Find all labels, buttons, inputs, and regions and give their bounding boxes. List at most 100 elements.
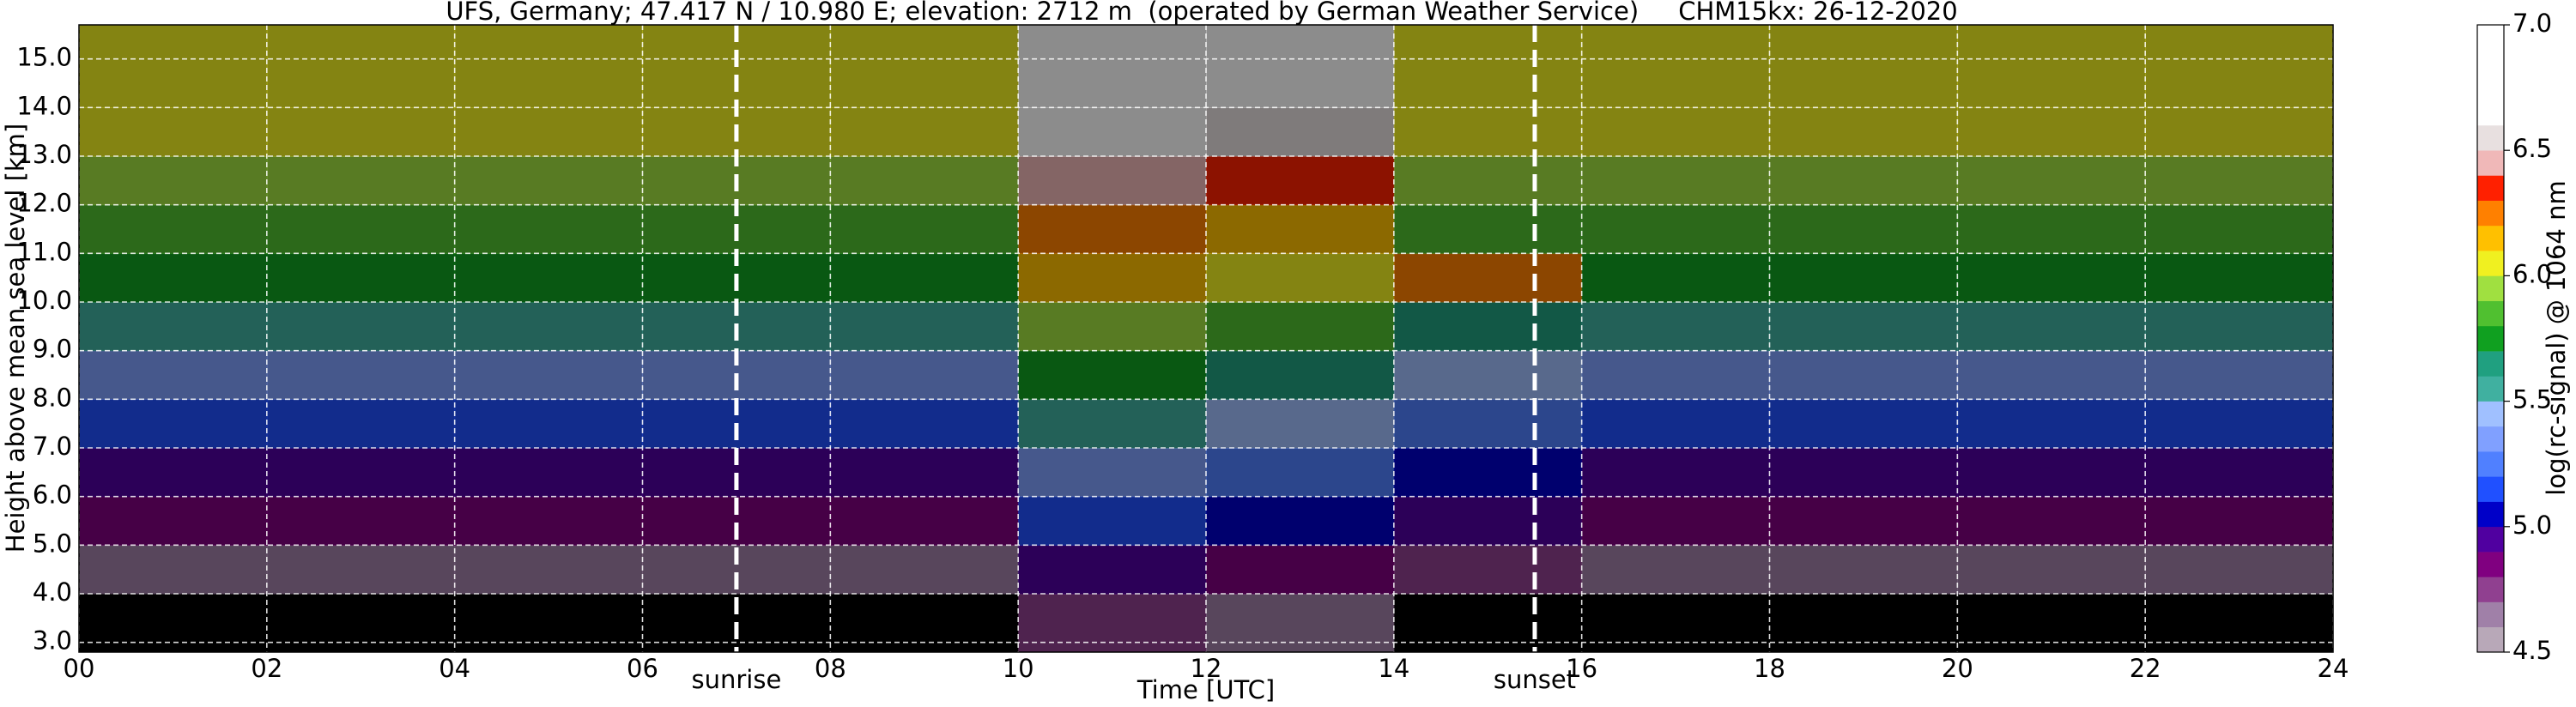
- x-tick-label: 06: [627, 654, 658, 683]
- heatmap-cell: [1018, 156, 1207, 206]
- y-tick-label: 11.0: [16, 237, 72, 266]
- heatmap-cell: [454, 448, 643, 498]
- heatmap-cell: [830, 496, 1019, 546]
- heatmap-cell: [830, 302, 1019, 352]
- y-tick-label: 10.0: [16, 286, 72, 315]
- heatmap-cell: [266, 399, 456, 449]
- y-tick-label: 7.0: [33, 432, 72, 461]
- x-tick-label: 24: [2318, 654, 2349, 683]
- heatmap-cell: [1957, 253, 2146, 303]
- heatmap-cell: [1206, 302, 1395, 352]
- heatmap-cell: [2145, 448, 2334, 498]
- colorbar-segment: [2477, 626, 2504, 653]
- heatmap-cell: [1581, 25, 1770, 108]
- colorbar-segment: [2477, 300, 2504, 327]
- heatmap-cell: [1581, 204, 1770, 254]
- x-tick-label: 12: [1191, 654, 1222, 683]
- colorbar-segment: [2477, 124, 2504, 151]
- heatmap-cell: [79, 156, 268, 206]
- heatmap-cell: [2145, 302, 2334, 352]
- heatmap-cell: [1957, 302, 2146, 352]
- y-tick-label: 6.0: [33, 480, 72, 510]
- colorbar-segment: [2477, 100, 2504, 126]
- x-tick-label: 10: [1003, 654, 1034, 683]
- heatmap-cell: [1581, 350, 1770, 400]
- heatmap-cell: [1018, 545, 1207, 595]
- heatmap-cell: [2145, 204, 2334, 254]
- x-tick-label: 18: [1754, 654, 1785, 683]
- heatmap-cell: [79, 448, 268, 498]
- heatmap-cell: [1206, 496, 1395, 546]
- heatmap-cell: [79, 496, 268, 546]
- heatmap-cell: [1393, 545, 1583, 595]
- heatmap-cell: [2145, 156, 2334, 206]
- heatmap-cell: [1206, 350, 1395, 400]
- heatmap-cell: [1769, 25, 1958, 108]
- heatmap-cell: [1206, 156, 1395, 206]
- heatmap-cell: [830, 204, 1019, 254]
- heatmap-cell: [79, 25, 268, 108]
- colorbar-tick-label: 4.5: [2512, 636, 2552, 665]
- heatmap-cell: [1581, 107, 1770, 157]
- heatmap-cell: [454, 25, 643, 108]
- colorbar-segment: [2477, 552, 2504, 577]
- heatmap-cell: [1769, 204, 1958, 254]
- y-tick-label: 9.0: [33, 335, 72, 364]
- colorbar-tick-label: 5.5: [2512, 385, 2552, 414]
- heatmap-cell: [1769, 448, 1958, 498]
- heatmap-cell: [454, 302, 643, 352]
- heatmap-cell: [830, 399, 1019, 449]
- colorbar-segment: [2477, 577, 2504, 602]
- x-tick-label: 14: [1378, 654, 1409, 683]
- colorbar-segment: [2477, 325, 2504, 352]
- heatmap-cell: [79, 302, 268, 352]
- heatmap-cell: [1957, 448, 2146, 498]
- heatmap-cell: [1957, 156, 2146, 206]
- y-tick-label: 4.0: [33, 577, 72, 607]
- heatmap-cell: [266, 350, 456, 400]
- heatmap-cell: [1957, 496, 2146, 546]
- heatmap-cell: [79, 253, 268, 303]
- heatmap-cell: [1393, 25, 1583, 108]
- x-tick-label: 20: [1942, 654, 1973, 683]
- heatmap-cell: [1393, 350, 1583, 400]
- heatmap-cell: [454, 204, 643, 254]
- colorbar-segment: [2477, 175, 2504, 201]
- heatmap-cell: [1206, 545, 1395, 595]
- colorbar-segment: [2477, 351, 2504, 377]
- heatmap-cell: [1581, 253, 1770, 303]
- heatmap-cell: [454, 350, 643, 400]
- colorbar-tick-label: 6.5: [2512, 134, 2552, 163]
- heatmap-cell: [830, 107, 1019, 157]
- heatmap-cell: [830, 253, 1019, 303]
- heatmap-cell: [1769, 399, 1958, 449]
- heatmap-cell: [1581, 156, 1770, 206]
- heatmap-cell: [830, 545, 1019, 595]
- heatmap-cell: [1018, 302, 1207, 352]
- y-tick-label: 12.0: [16, 189, 72, 218]
- heatmap-cell: [79, 107, 268, 157]
- heatmap-cell: [454, 496, 643, 546]
- colorbar-segment: [2477, 426, 2504, 452]
- y-tick-label: 13.0: [16, 140, 72, 169]
- heatmap-cell: [830, 350, 1019, 400]
- y-tick-label: 5.0: [33, 529, 72, 558]
- colorbar-segment: [2477, 401, 2504, 427]
- heatmap-cell: [1206, 107, 1395, 157]
- heatmap-cell: [1018, 399, 1207, 449]
- heatmap-cell: [1957, 399, 2146, 449]
- x-tick-label: 16: [1566, 654, 1597, 683]
- heatmap-cell: [454, 253, 643, 303]
- heatmap-cell: [1957, 545, 2146, 595]
- heatmap-cell: [266, 25, 456, 108]
- y-tick-label: 15.0: [16, 43, 72, 72]
- heatmap-cell: [266, 204, 456, 254]
- heatmap-cell: [1018, 350, 1207, 400]
- plot-frame: [78, 24, 2334, 653]
- heatmap-cell: [1957, 25, 2146, 108]
- heatmap-cell: [266, 107, 456, 157]
- heatmap-cell: [1018, 594, 1207, 653]
- heatmap-cell: [1206, 25, 1395, 108]
- heatmap-cell: [1393, 399, 1583, 449]
- heatmap-cell: [454, 156, 643, 206]
